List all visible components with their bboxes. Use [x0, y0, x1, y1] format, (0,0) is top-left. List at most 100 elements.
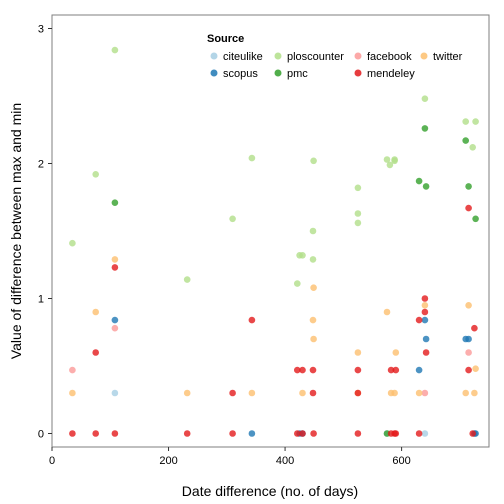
point-ploscounter	[386, 161, 394, 169]
legend-key-pmc	[274, 69, 282, 77]
point-twitter	[465, 302, 472, 309]
point-ploscounter	[309, 256, 317, 263]
point-mendeley	[469, 430, 477, 437]
point-twitter	[310, 335, 317, 343]
point-mendeley	[354, 430, 362, 437]
point-facebook	[69, 366, 76, 374]
point-mendeley	[421, 295, 429, 302]
point-mendeley	[229, 430, 236, 437]
point-twitter	[471, 389, 478, 397]
point-mendeley	[309, 366, 317, 374]
point-mendeley	[248, 316, 256, 324]
point-scopus	[422, 335, 430, 343]
point-mendeley	[299, 430, 306, 437]
y-axis: 0 1 2 3	[38, 24, 52, 441]
point-mendeley	[294, 366, 301, 374]
point-ploscounter	[229, 215, 236, 223]
point-ploscounter	[354, 210, 362, 217]
point-pmc	[111, 199, 119, 206]
point-twitter	[69, 389, 76, 397]
point-pmc	[472, 215, 479, 223]
point-ploscounter	[248, 154, 256, 162]
legend-key-facebook	[354, 52, 362, 60]
point-ploscounter	[383, 156, 391, 163]
point-pmc	[422, 183, 430, 190]
point-twitter	[299, 389, 306, 397]
point-scopus	[421, 316, 429, 324]
point-mendeley	[392, 366, 400, 374]
point-twitter	[309, 316, 317, 324]
legend-key-scopus	[210, 69, 218, 77]
point-ploscounter	[469, 144, 477, 151]
legend-label-twitter: twitter	[433, 51, 463, 63]
legend-label-ploscounter: ploscounter	[287, 51, 344, 63]
point-scopus	[415, 366, 423, 374]
point-mendeley	[92, 349, 99, 356]
point-twitter	[421, 302, 429, 309]
point-mendeley	[415, 430, 423, 437]
point-ploscounter	[421, 95, 429, 102]
point-citeulike	[421, 430, 429, 437]
point-ploscounter	[462, 118, 470, 125]
x-axis-title: Date difference (no. of days)	[182, 483, 358, 499]
legend-label-citeulike: citeulike	[223, 51, 263, 63]
point-citeulike	[111, 389, 119, 397]
point-mendeley	[294, 430, 301, 437]
point-mendeley	[299, 366, 306, 374]
point-twitter	[183, 389, 191, 397]
y-tick-label: 3	[38, 24, 44, 36]
point-mendeley	[392, 430, 400, 437]
point-twitter	[392, 349, 400, 356]
legend-label-mendeley: mendeley	[367, 68, 415, 80]
legend-label-pmc: pmc	[287, 68, 308, 80]
point-twitter	[391, 389, 398, 397]
point-mendeley	[471, 324, 478, 332]
point-pmc	[415, 177, 423, 185]
point-ploscounter	[69, 239, 76, 247]
x-tick-label: 400	[276, 455, 294, 467]
point-pmc	[421, 125, 429, 132]
point-ploscounter	[354, 219, 362, 227]
point-twitter	[111, 256, 119, 263]
point-twitter	[383, 308, 391, 316]
point-twitter	[354, 349, 362, 356]
point-ploscounter	[391, 157, 398, 165]
point-mendeley	[309, 389, 317, 397]
point-twitter	[248, 389, 256, 397]
point-mendeley	[465, 204, 472, 212]
point-twitter	[462, 389, 470, 397]
point-pmc	[465, 183, 472, 190]
point-ploscounter	[183, 276, 191, 283]
legend-key-twitter	[420, 52, 428, 60]
point-facebook	[421, 389, 429, 397]
y-axis-title: Value of difference between max and min	[8, 103, 24, 359]
point-mendeley	[422, 349, 430, 356]
point-ploscounter	[111, 46, 119, 54]
point-ploscounter	[354, 184, 362, 192]
point-mendeley	[69, 430, 76, 437]
point-ploscounter	[472, 118, 479, 125]
x-tick-label: 600	[392, 455, 410, 467]
point-mendeley	[111, 264, 119, 271]
point-scopus	[248, 430, 256, 437]
y-tick-label: 0	[38, 429, 44, 441]
data-points	[69, 46, 479, 437]
y-tick-label: 1	[38, 294, 44, 306]
point-twitter	[415, 389, 423, 397]
point-mendeley	[465, 366, 472, 374]
legend-label-scopus: scopus	[223, 68, 258, 80]
point-ploscounter	[294, 280, 301, 287]
x-axis: 0 200 400 600	[49, 447, 411, 467]
point-mendeley	[111, 430, 119, 437]
point-ploscounter	[309, 227, 317, 235]
point-twitter	[92, 308, 99, 316]
point-mendeley	[354, 366, 362, 374]
legend: Source citeulike ploscounter facebook twitt…	[207, 33, 463, 80]
point-mendeley	[421, 308, 429, 316]
point-ploscounter	[299, 252, 306, 259]
point-pmc	[462, 137, 470, 144]
legend-key-ploscounter	[274, 52, 282, 60]
point-twitter	[310, 284, 317, 292]
legend-title: Source	[207, 33, 244, 45]
